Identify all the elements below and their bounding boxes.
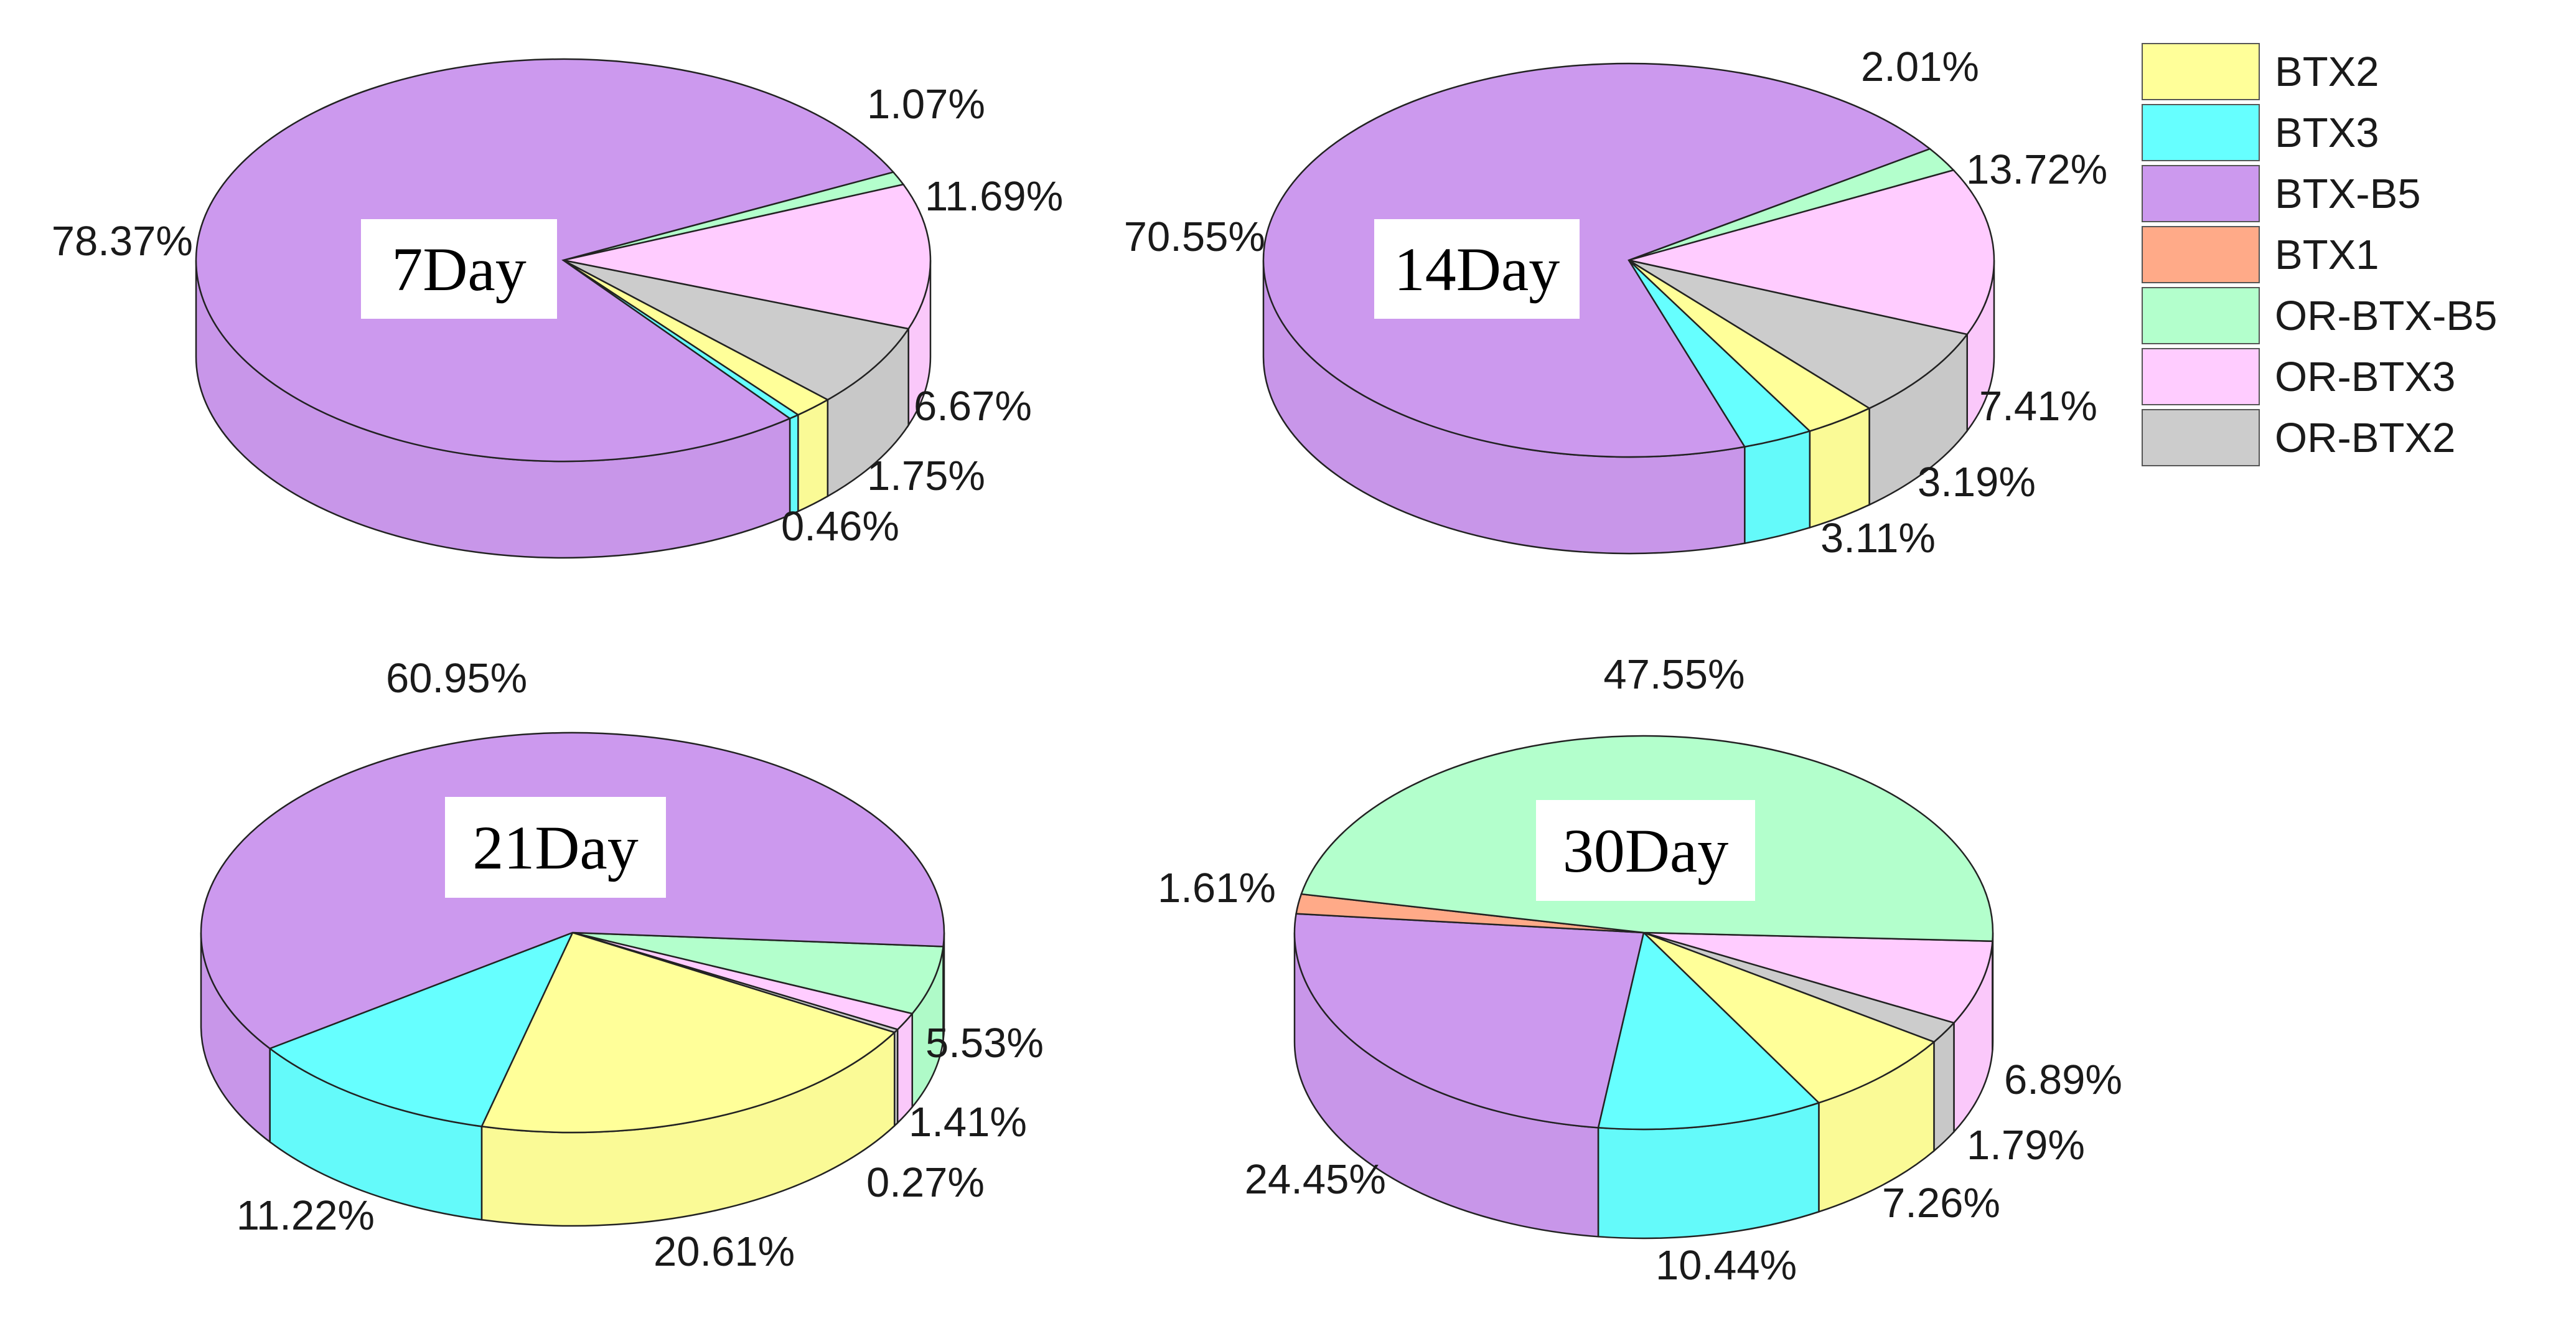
slice-or-btx3 (563, 183, 932, 330)
slice-btx2 (1643, 931, 1936, 1104)
pie-14day: 14Day 2.01% 13.72% 7.41% 3.19% 3.11% 70.55% (1124, 44, 2108, 562)
slice-or-btx2 (1628, 259, 1969, 410)
pie-title-box (1374, 219, 1580, 319)
pie-7day: 7Day 1.07% 11.69% 6.67% 1.75%0.46% 78.37% (52, 58, 1063, 559)
data-label-btx-b5: 70.55% (1124, 214, 1265, 260)
pie-charts: 7Day 1.07% 11.69% 6.67% 1.75%0.46% 78.37% 14Da… (52, 44, 2122, 1289)
slice-or-btx3 (1628, 169, 1995, 336)
pie-top (195, 58, 932, 463)
slice-btx3 (268, 931, 574, 1127)
pie-top (1262, 62, 1995, 458)
data-label-btx3: 0.46% (781, 503, 899, 550)
legend-swatch-btx3 (2142, 104, 2260, 161)
legend-label-or-btx2: OR-BTX2 (2275, 415, 2455, 461)
data-label-or-btx-b5: 5.53% (925, 1020, 1044, 1066)
pie-side-btx3 (789, 413, 799, 517)
slice-btx-b5 (1262, 62, 1932, 458)
pie-title: 14Day (1394, 235, 1560, 304)
slice-or-btx-b5 (572, 931, 944, 1015)
legend: BTX2 BTX3 BTX-B5 BTX1 OR-BTX-B5 OR-BTX3 OR-BTX… (2142, 43, 2497, 466)
pie-title-box (361, 219, 557, 319)
pie-top (200, 732, 945, 1134)
data-label-btx2: 3.19% (1918, 459, 2036, 506)
data-label-or-btx-b5: 2.01% (1861, 44, 1979, 90)
pie-side-or-btx2 (1933, 1020, 1955, 1153)
pie-title-box (1536, 800, 1755, 901)
data-label-or-btx3: 13.72% (1966, 146, 2107, 193)
legend-swatch-btx1 (2142, 226, 2260, 283)
data-label-or-btx-b5: 1.07% (867, 81, 985, 128)
pie-sides (1262, 260, 1995, 555)
legend-swatch-btx2 (2142, 43, 2260, 100)
data-label-btx3: 11.22% (237, 1192, 375, 1239)
data-label-btx1: 1.61% (1158, 865, 1276, 911)
pie-30day: 30Day 6.89% 1.79% 7.26% 10.44% 24.45% 1.61% 47.… (1158, 651, 2122, 1289)
pie-side-btx3 (1744, 430, 1811, 545)
slice-or-btx3 (1643, 931, 1993, 1024)
legend-label-or-btx3: OR-BTX3 (2275, 354, 2455, 400)
data-label-or-btx3: 1.41% (909, 1099, 1027, 1146)
pie-21day: 21Day 5.53% 1.41% 0.27% 20.61% 11.22% 60.95% (200, 655, 1044, 1275)
data-label-btx2: 1.75% (867, 453, 985, 499)
legend-label-btx-b5: BTX-B5 (2275, 171, 2421, 217)
pie-title-box (445, 797, 666, 898)
data-label-or-btx3: 6.89% (2004, 1057, 2122, 1103)
legend-swatch-btx-b5 (2142, 165, 2260, 222)
data-label-btx3: 10.44% (1656, 1242, 1797, 1289)
legend-label-btx1: BTX1 (2275, 232, 2379, 278)
pie-title: 7Day (391, 235, 527, 304)
pie-top (1293, 735, 1994, 1131)
data-label-or-btx2: 7.41% (1979, 383, 2097, 430)
slice-or-btx2 (563, 259, 910, 401)
slice-btx3 (1597, 931, 1820, 1131)
pie-title: 21Day (472, 813, 639, 882)
data-label-or-btx-b5: 47.55% (1603, 651, 1745, 698)
legend-swatch-or-btx3 (2142, 348, 2260, 405)
legend-swatch-or-btx-b5 (2142, 287, 2260, 344)
slice-btx2 (480, 931, 896, 1134)
data-label-or-btx2: 6.67% (914, 383, 1032, 430)
data-label-btx2: 7.26% (1882, 1180, 2000, 1226)
data-label-btx2: 20.61% (653, 1228, 795, 1275)
data-label-or-btx2: 0.27% (866, 1159, 985, 1206)
legend-label-or-btx-b5: OR-BTX-B5 (2275, 293, 2497, 339)
pie-side-btx2 (797, 398, 829, 513)
data-label-btx-b5: 78.37% (52, 218, 193, 265)
legend-swatch-or-btx2 (2142, 409, 2260, 466)
data-label-or-btx2: 1.79% (1967, 1122, 2085, 1169)
data-label-or-btx3: 11.69% (925, 173, 1063, 220)
pie-sides (195, 260, 932, 559)
data-label-btx-b5: 60.95% (386, 655, 527, 702)
legend-label-btx3: BTX3 (2275, 110, 2379, 156)
pie-side-or-btx-b5 (1992, 932, 1994, 1050)
data-label-btx-b5: 24.45% (1245, 1156, 1386, 1203)
slice-btx-b5 (1293, 913, 1645, 1129)
data-label-btx3: 3.11% (1820, 515, 1936, 562)
pie-title: 30Day (1563, 816, 1729, 885)
legend-label-btx2: BTX2 (2275, 49, 2379, 95)
